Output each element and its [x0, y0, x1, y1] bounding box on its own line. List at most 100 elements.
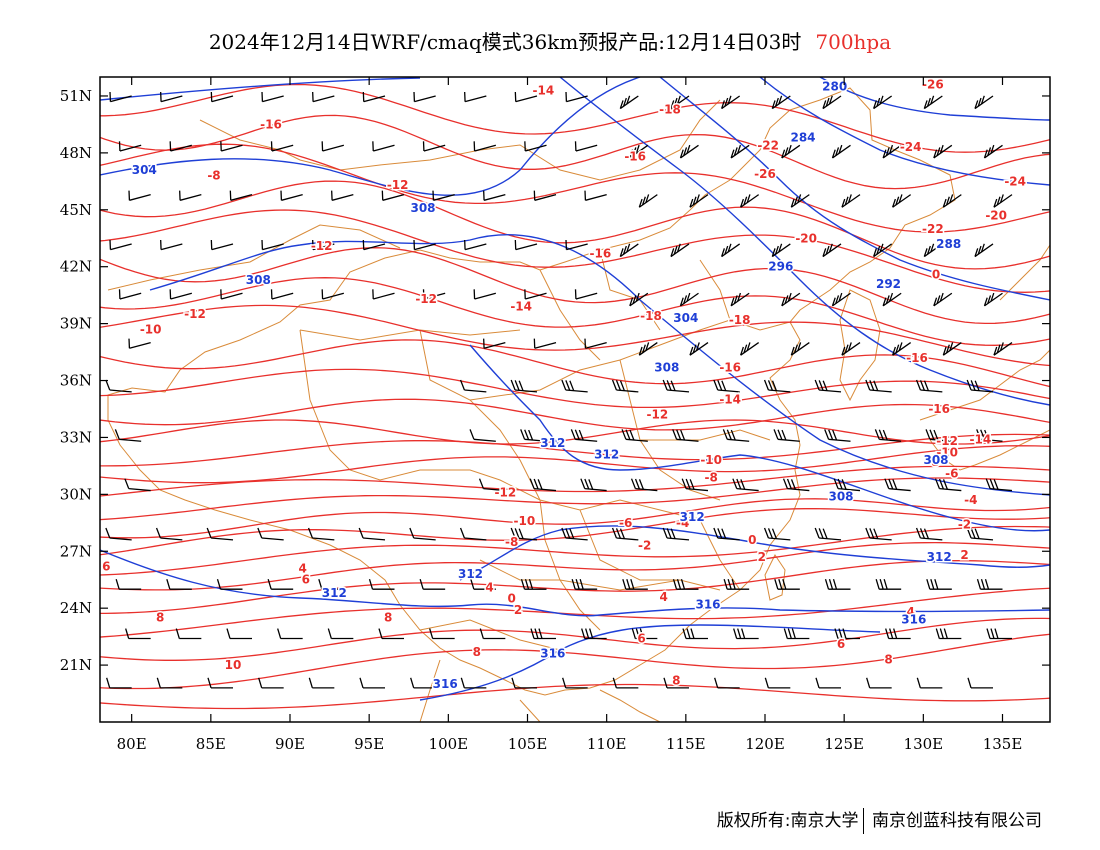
wind-barb [781, 292, 801, 307]
temperature-label: -18 [659, 102, 681, 116]
wind-barb [983, 292, 1003, 307]
wind-barb [510, 527, 538, 541]
wind-barb [128, 338, 151, 349]
wind-barb [419, 579, 446, 590]
temperature-label: 4 [485, 580, 493, 594]
wind-barb [783, 628, 810, 640]
wind-barb [257, 527, 284, 541]
wind-barb [530, 628, 556, 640]
wind-barb [925, 429, 952, 442]
wind-barb [882, 292, 902, 307]
wind-barb [935, 628, 962, 640]
wind-barb [672, 579, 699, 590]
temperature-label: -16 [589, 246, 611, 260]
wind-barb [125, 628, 151, 640]
wind-barb [622, 579, 648, 590]
temperature-label: -20 [795, 231, 817, 245]
wind-barb [682, 628, 708, 640]
wind-barb [790, 194, 810, 208]
wind-barb [220, 141, 243, 152]
wind-barb [570, 429, 598, 442]
wind-barb [128, 190, 151, 201]
temperature-label: -8 [704, 470, 717, 484]
lon-tick-label: 135E [983, 735, 1023, 753]
wind-barb [261, 239, 284, 251]
wind-barb [885, 628, 911, 640]
height-isoline [469, 344, 1050, 532]
height-label: 308 [410, 201, 435, 215]
temperature-label: -18 [729, 313, 751, 327]
temperature-isoline [100, 247, 1050, 325]
temperature-label: 2 [514, 603, 522, 617]
wind-barb [483, 338, 506, 349]
height-isoline [819, 77, 1050, 121]
temperature-label: -24 [1004, 174, 1026, 188]
wind-barb [106, 677, 132, 689]
wind-barb [207, 677, 233, 689]
wind-barb [277, 628, 303, 640]
temperature-label: -2 [638, 539, 651, 553]
wind-barb [933, 292, 953, 307]
temperature-label: -16 [719, 360, 741, 374]
temperature-label: -12 [387, 178, 409, 192]
wind-barb [713, 527, 740, 541]
height-isoline [100, 77, 421, 101]
wind-barb [915, 527, 943, 541]
wind-barb [722, 429, 750, 442]
wind-barb [529, 478, 557, 492]
wind-barb [923, 243, 943, 258]
wind-barb [892, 194, 912, 208]
lon-tick-label: 90E [275, 735, 305, 753]
wind-barb [865, 527, 892, 541]
wind-barb [580, 478, 607, 492]
wind-barb [670, 95, 690, 110]
wind-barb [378, 628, 404, 640]
temperature-label: -2 [958, 518, 971, 532]
temperature-isoline [100, 433, 1050, 467]
lon-tick-label: 130E [904, 735, 944, 753]
neighbor-coastlines [107, 99, 1050, 722]
wind-barb [574, 141, 598, 152]
height-label: 312 [680, 510, 705, 524]
height-label: 304 [673, 311, 698, 325]
title-main: 2024年12月14日WRF/cmaq模式36km预报产品:12月14日03时 [208, 30, 802, 54]
wind-barb [721, 95, 741, 110]
wind-barb [774, 579, 800, 590]
wind-barb [865, 379, 892, 393]
lon-tick-label: 120E [745, 735, 785, 753]
temperature-label: 8 [884, 652, 892, 666]
wind-barb [993, 194, 1013, 208]
wind-barb [270, 141, 294, 152]
temperature-label: 6 [102, 559, 110, 573]
wind-barb [663, 677, 689, 689]
wind-barb [630, 478, 658, 492]
lat-tick-label: 45N [60, 201, 92, 219]
temperature-isoline [100, 304, 1050, 367]
wind-barb [629, 292, 649, 307]
temperature-label: 8 [672, 673, 680, 687]
wind-barb [892, 342, 912, 356]
wind-barb [258, 677, 284, 689]
temperature-label: -8 [926, 455, 939, 469]
height-label: 292 [876, 277, 901, 291]
wind-barb [730, 292, 750, 307]
wind-barb [473, 141, 497, 152]
wind-barb [933, 144, 953, 159]
temperature-label: 8 [384, 611, 392, 625]
wind-barb [429, 628, 455, 640]
temperature-isoline [100, 398, 1050, 431]
lon-tick-label: 110E [587, 735, 627, 753]
wind-barb [469, 429, 496, 442]
wind-barb [866, 677, 892, 689]
plot-frame [99, 76, 1051, 723]
wind-barb [410, 677, 436, 689]
wind-barb [681, 478, 709, 492]
wind-barb [782, 478, 810, 492]
wind-barb [533, 338, 557, 349]
wind-barb [662, 527, 690, 541]
height-isoline [759, 77, 1050, 186]
temperature-label: -16 [928, 402, 950, 416]
temperature-label: -26 [922, 78, 944, 92]
wind-barb [824, 579, 851, 590]
